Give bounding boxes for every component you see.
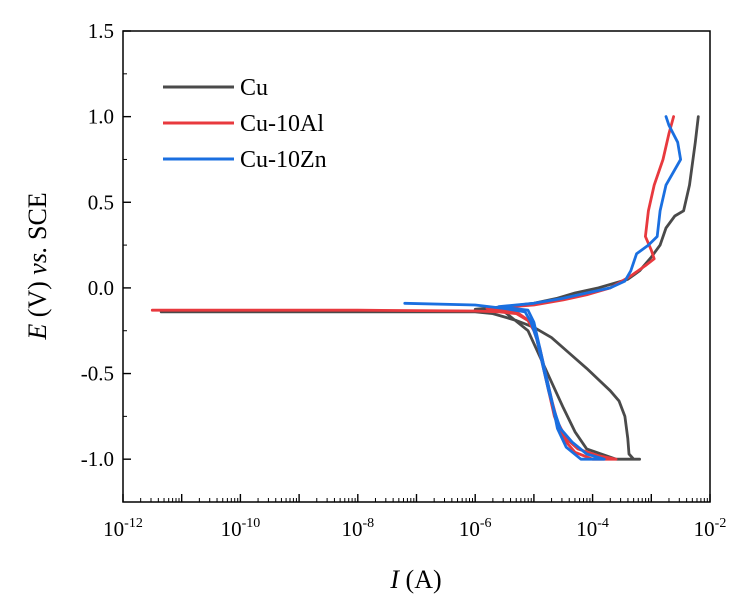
y-axis-unit: (V) bbox=[23, 281, 52, 324]
y-axis-vs: vs. bbox=[23, 247, 52, 275]
legend: Cu Cu-10Al Cu-10Zn bbox=[163, 75, 327, 173]
series-line-cu-10zn bbox=[403, 115, 682, 461]
legend-label: Cu-10Zn bbox=[240, 147, 327, 173]
legend-label: Cu bbox=[240, 75, 268, 101]
axis-ticks bbox=[122, 30, 711, 502]
x-tick-label: 10-10 bbox=[221, 516, 261, 541]
y-tick-label: 0.0 bbox=[88, 276, 114, 300]
y-tick-label: 0.5 bbox=[88, 190, 114, 214]
y-tick-label: 1.5 bbox=[88, 19, 114, 43]
x-tick-label: 10-12 bbox=[103, 516, 143, 541]
y-tick-labels: 1.5 1.0 0.5 0.0 -0.5 -1.0 bbox=[81, 19, 114, 471]
x-axis-unit: (A) bbox=[399, 565, 442, 594]
plot-area bbox=[150, 115, 700, 461]
legend-label: Cu-10Al bbox=[240, 111, 324, 137]
x-tick-label: 10-6 bbox=[459, 516, 492, 541]
x-axis-variable: I bbox=[389, 565, 400, 594]
y-tick-label: 1.0 bbox=[88, 105, 114, 129]
y-tick-label: -1.0 bbox=[81, 447, 114, 471]
y-axis-reference: SCE bbox=[23, 192, 52, 240]
x-tick-label: 10-2 bbox=[694, 516, 727, 541]
y-tick-label: -0.5 bbox=[81, 362, 114, 386]
y-axis-label: E (V) vs. SCE bbox=[23, 192, 52, 340]
x-tick-label: 10-4 bbox=[576, 516, 609, 541]
x-tick-labels: 10-12 10-10 10-8 10-6 10-4 10-2 bbox=[103, 516, 726, 541]
x-tick-label: 10-8 bbox=[341, 516, 374, 541]
x-axis-label: I (A) bbox=[389, 565, 441, 594]
plot-frame bbox=[122, 30, 711, 503]
y-axis-variable: E bbox=[23, 324, 52, 341]
